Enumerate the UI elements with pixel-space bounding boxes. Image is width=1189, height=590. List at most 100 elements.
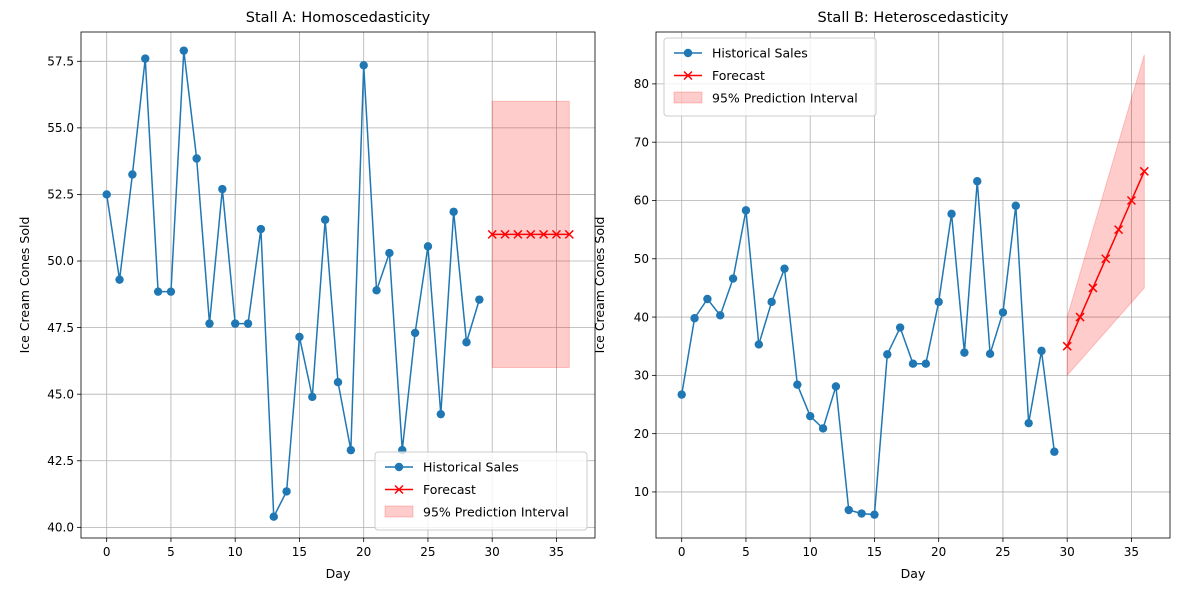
chart-2-legend-box <box>663 37 877 117</box>
chart-panel-2: 0 5 10 15 20 25 30 35 10 20 30 40 50 60 70 80 Stall B: H… <box>592 10 1171 581</box>
chart-1-legend-marker <box>394 484 404 495</box>
chart-2-historical-sales-point <box>973 177 982 186</box>
chart-2-historical-sales-point <box>921 359 931 368</box>
chart-2-historical-sales-line <box>680 181 1056 516</box>
chart-1-historical-sales-point <box>436 409 445 419</box>
chart-1-x-tick-label: 0 <box>103 545 111 559</box>
chart-1-historical-sales-point <box>243 319 253 328</box>
chart-2-y-tick-label: 50 <box>634 252 649 266</box>
chart-2-historical-sales-point <box>677 390 686 399</box>
chart-2-x-axis-label: Day <box>901 566 926 581</box>
chart-1-historical-sales-point <box>231 319 240 328</box>
chart-2-x-tick-label: 35 <box>1124 545 1139 559</box>
chart-2-legend-band-swatch <box>673 91 703 104</box>
chart-1-historical-sales-point <box>449 207 458 216</box>
chart-1-historical-sales-point <box>102 190 111 199</box>
chart-1-forecast-point <box>526 229 536 239</box>
chart-1-plot-frame <box>80 31 596 539</box>
chart-2-x-tick-label: 5 <box>742 545 750 559</box>
chart-1-y-tick-label: 52.5 <box>47 188 74 202</box>
chart-1-forecast-point <box>539 229 549 239</box>
chart-1-forecast-point <box>487 229 497 239</box>
chart-2-y-tick-label: 70 <box>634 135 649 149</box>
chart-2-y-tick-label: 80 <box>634 77 649 91</box>
chart-2-forecast-point <box>1114 225 1124 235</box>
chart-1-historical-sales-point <box>282 487 291 496</box>
chart-1-historical-sales-point <box>346 445 356 455</box>
chart-1-legend-band-swatch <box>384 505 414 518</box>
chart-1-historical-sales-point <box>166 287 176 296</box>
chart-1-x-tick-label: 25 <box>420 545 435 559</box>
chart-1-historical-sales-point <box>218 184 227 194</box>
chart-1-historical-sales-point <box>179 46 188 55</box>
chart-1-forecast-point <box>500 229 510 239</box>
chart-2-forecast-point <box>1088 283 1098 293</box>
chart-2-historical-sales-point <box>844 505 853 515</box>
chart-2-y-tick-label: 60 <box>634 194 649 208</box>
chart-2-historical-sales-point <box>754 340 763 349</box>
chart-2-historical-sales-point <box>1011 201 1020 210</box>
chart-2-historical-sales-point <box>870 510 879 519</box>
chart-2-historical-sales-point <box>960 348 969 357</box>
chart-1-historical-sales-point <box>423 242 433 251</box>
chart-1-forecast-point <box>551 229 561 239</box>
chart-2-y-tick-label: 10 <box>634 485 649 499</box>
chart-2-x-tick-label: 25 <box>995 545 1010 559</box>
chart-1-y-tick-label: 57.5 <box>47 54 74 68</box>
chart-2-historical-sales-point <box>985 349 995 358</box>
chart-2-historical-sales-point <box>716 311 725 320</box>
chart-1-historical-sales-point <box>462 338 471 347</box>
chart-1-x-tick-label: 10 <box>228 545 243 559</box>
chart-1-x-axis-label: Day <box>326 566 351 581</box>
chart-2-legend-label: Forecast <box>712 68 765 83</box>
chart-2-historical-sales-point <box>895 323 905 332</box>
chart-1-x-tick-label: 15 <box>292 545 307 559</box>
chart-2-historical-sales-point <box>818 424 828 433</box>
chart-2-x-tick-label: 15 <box>867 545 882 559</box>
chart-2-forecast-point <box>1062 341 1072 351</box>
chart-1-historical-sales-point <box>153 287 163 296</box>
chart-2-historical-sales-point <box>690 314 699 323</box>
chart-1-forecast-point <box>564 229 574 239</box>
chart-1-historical-sales-point <box>475 295 484 304</box>
chart-1-y-tick-label: 50.0 <box>47 254 74 268</box>
chart-1-historical-sales-point <box>333 378 343 387</box>
chart-2-prediction-interval-band <box>1066 54 1145 377</box>
chart-2-y-axis-label: Ice Cream Cones Sold <box>592 217 607 354</box>
chart-2-historical-sales-point <box>780 264 789 273</box>
chart-1-x-tick-label: 5 <box>167 545 175 559</box>
chart-1-y-tick-label: 45.0 <box>47 387 74 401</box>
chart-1-historical-sales-point <box>128 170 137 179</box>
chart-2-x-tick-label: 10 <box>803 545 818 559</box>
chart-1-legend-label: Historical Sales <box>423 460 519 475</box>
chart-1-historical-sales-point <box>256 224 266 234</box>
chart-1-title: Stall A: Homoscedasticity <box>246 10 431 26</box>
chart-2-y-tick-label: 20 <box>634 427 649 441</box>
chart-1-legend-box <box>374 451 588 531</box>
chart-2-plot-frame <box>655 31 1171 539</box>
chart-1-x-tick-label: 35 <box>549 545 564 559</box>
chart-2-historical-sales-point <box>741 206 751 215</box>
chart-1-historical-sales-point <box>385 248 394 258</box>
chart-1-legend-label: 95% Prediction Interval <box>423 505 569 520</box>
chart-1-historical-sales-point <box>410 328 420 338</box>
chart-1-historical-sales-point <box>295 332 304 342</box>
chart-2-forecast-point <box>1101 254 1111 264</box>
chart-2-historical-sales-point <box>806 411 815 421</box>
chart-1-y-tick-label: 42.5 <box>47 454 74 468</box>
chart-1-historical-sales-line <box>105 50 481 520</box>
chart-panel-1: 0 5 10 15 20 25 30 35 40.0 42.5 45.0 47.5 50.0 52.5 55… <box>17 10 596 581</box>
chart-1-historical-sales-point <box>269 512 278 521</box>
chart-2-legend: Historical Sales Forecast 95% Prediction I… <box>663 37 877 117</box>
chart-2-x-tick-label: 0 <box>678 545 686 559</box>
chart-1-legend-marker <box>394 462 404 472</box>
chart-1-historical-sales-point <box>141 54 150 63</box>
chart-1-historical-sales-point <box>308 392 317 402</box>
chart-2-historical-sales-point <box>934 297 943 307</box>
chart-2-legend-label: Historical Sales <box>712 46 808 61</box>
chart-2-historical-sales-point <box>883 350 892 359</box>
chart-1-y-tick-label: 55.0 <box>47 121 74 135</box>
chart-2-legend-marker <box>683 70 693 81</box>
chart-2-historical-sales-point <box>998 308 1008 317</box>
